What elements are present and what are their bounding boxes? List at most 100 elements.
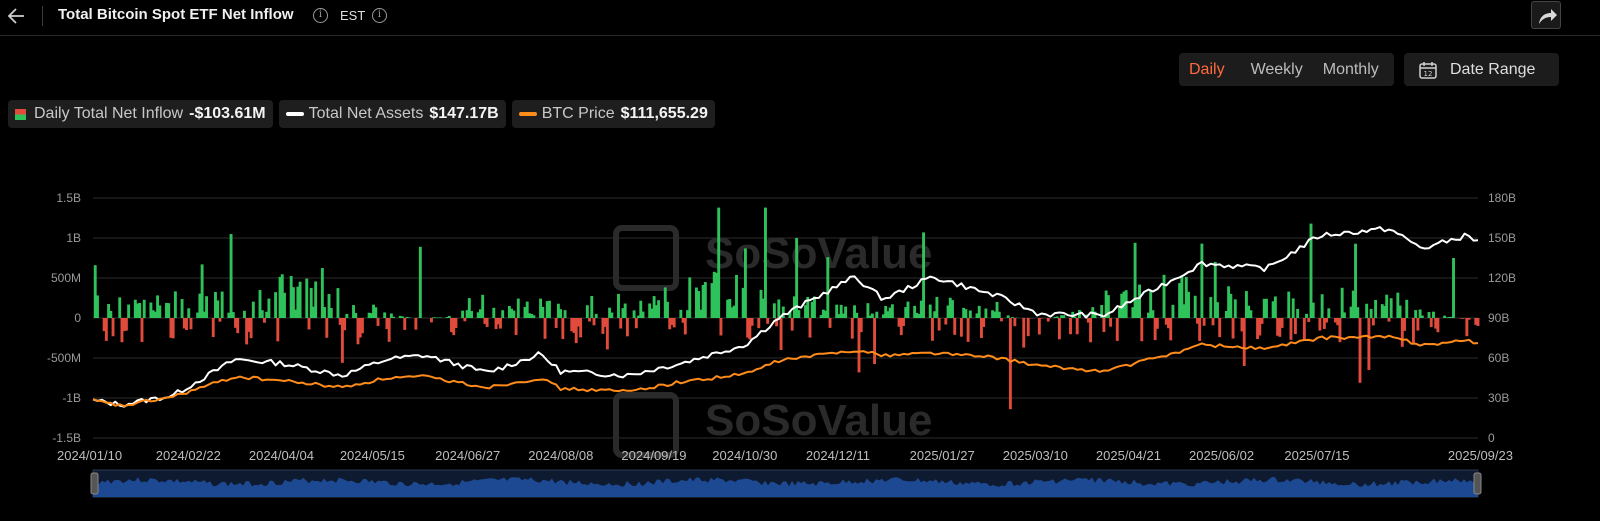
legend-item-btc-price[interactable]: BTC Price $111,655.29 bbox=[511, 100, 715, 128]
inflow-bar bbox=[465, 310, 469, 318]
inflow-bar bbox=[637, 315, 640, 318]
inflow-bar bbox=[1093, 311, 1097, 318]
tab-monthly[interactable]: Monthly bbox=[1322, 60, 1379, 78]
timezone-label: EST bbox=[340, 8, 366, 23]
outflow-bar bbox=[1416, 318, 1420, 331]
inflow-bar bbox=[835, 304, 839, 318]
outflow-bar bbox=[588, 318, 591, 322]
outflow-bar bbox=[746, 318, 750, 338]
share-icon bbox=[1539, 9, 1557, 24]
date-range-button[interactable]: 12 Date Range bbox=[1404, 53, 1559, 86]
inflow-bar bbox=[1414, 310, 1418, 318]
inflow-bar bbox=[884, 305, 888, 318]
outflow-bar bbox=[325, 318, 329, 338]
inflow-bar bbox=[196, 312, 200, 318]
inflow-bar bbox=[383, 312, 387, 318]
range-handle-left[interactable] bbox=[90, 472, 99, 495]
outflow-bar bbox=[719, 318, 723, 336]
inflow-bar bbox=[563, 310, 567, 318]
inflow-bar bbox=[548, 300, 551, 318]
inflow-bar bbox=[283, 292, 286, 318]
line-swatch-icon bbox=[285, 112, 304, 116]
outflow-bar bbox=[1474, 318, 1478, 325]
legend-item-total-net-assets[interactable]: Total Net Assets $147.17B bbox=[278, 100, 506, 128]
outflow-bar bbox=[120, 318, 124, 343]
inflow-bar bbox=[837, 314, 841, 318]
inflow-bar bbox=[216, 300, 220, 318]
outflow-bar bbox=[554, 318, 558, 328]
inflow-bar bbox=[1133, 242, 1137, 318]
inflow-bar bbox=[1383, 305, 1386, 318]
inflow-bar bbox=[1432, 311, 1435, 318]
outflow-bar bbox=[1476, 318, 1480, 326]
inflow-bar bbox=[327, 294, 331, 318]
inflow-bar bbox=[407, 317, 411, 318]
inflow-bar bbox=[231, 312, 235, 318]
x-axis-tick-label: 2024/05/15 bbox=[340, 448, 405, 463]
timezone-info-icon[interactable]: i bbox=[372, 8, 387, 23]
inflow-bar bbox=[906, 301, 910, 318]
inflow-bar bbox=[1296, 308, 1300, 318]
inflow-bar bbox=[886, 311, 890, 318]
inflow-bar bbox=[1449, 316, 1453, 318]
inflow-bar bbox=[1374, 300, 1378, 318]
outflow-bar bbox=[185, 318, 188, 331]
inflow-bar bbox=[810, 301, 814, 318]
outflow-bar bbox=[1403, 318, 1406, 331]
inflow-bar bbox=[1062, 315, 1066, 318]
outflow-bar bbox=[572, 318, 576, 333]
x-axis-tick-label: 2024/08/08 bbox=[528, 448, 593, 463]
outflow-bar bbox=[218, 318, 222, 322]
inflow-bar bbox=[492, 307, 496, 318]
x-axis-tick-label: 2024/09/19 bbox=[621, 448, 686, 463]
share-button[interactable] bbox=[1531, 1, 1561, 29]
inflow-bar bbox=[156, 295, 160, 318]
inflow-bar bbox=[732, 305, 736, 318]
inflow-bar bbox=[1398, 305, 1402, 318]
range-handle-right[interactable] bbox=[1473, 472, 1482, 495]
inflow-bar bbox=[890, 304, 894, 318]
inflow-bar bbox=[870, 313, 874, 318]
outflow-bar bbox=[211, 318, 215, 338]
outflow-bar bbox=[1336, 318, 1340, 326]
legend-label: BTC Price bbox=[541, 105, 615, 122]
inflow-bar bbox=[138, 303, 142, 318]
outflow-bar bbox=[931, 318, 934, 341]
outflow-bar bbox=[452, 318, 456, 336]
outflow-bar bbox=[307, 318, 311, 330]
inflow-bar bbox=[623, 303, 627, 318]
tab-daily[interactable]: Daily bbox=[1189, 60, 1225, 78]
inflow-bar bbox=[1287, 291, 1291, 318]
tab-weekly[interactable]: Weekly bbox=[1250, 60, 1303, 78]
inflow-bar bbox=[866, 303, 870, 318]
inflow-bar bbox=[260, 310, 264, 318]
inflow-bar bbox=[1180, 275, 1184, 318]
legend-value: $147.17B bbox=[429, 105, 499, 122]
bar-swatch-icon bbox=[15, 108, 26, 120]
legend-item-daily-net-inflow[interactable]: Daily Total Net Inflow -$103.61M bbox=[8, 100, 273, 128]
outflow-bar bbox=[430, 318, 433, 323]
inflow-bar bbox=[309, 287, 313, 318]
inflow-bar bbox=[336, 288, 340, 318]
outflow-bar bbox=[1000, 318, 1003, 322]
info-icon[interactable]: i bbox=[313, 8, 328, 23]
inflow-bar bbox=[812, 296, 816, 318]
back-button[interactable] bbox=[6, 4, 28, 28]
outflow-bar bbox=[376, 318, 380, 326]
inflow-bar bbox=[699, 309, 703, 318]
inflow-bar bbox=[826, 257, 830, 318]
inflow-bar bbox=[1265, 298, 1268, 318]
inflow-bar bbox=[1311, 302, 1315, 318]
inflow-bar bbox=[323, 307, 327, 318]
inflow-bar bbox=[1380, 304, 1384, 318]
outflow-bar bbox=[1153, 318, 1157, 341]
outflow-bar bbox=[245, 318, 249, 345]
outflow-bar bbox=[1367, 318, 1371, 370]
outflow-bar bbox=[1164, 318, 1168, 325]
inflow-bar bbox=[1213, 261, 1217, 318]
outflow-bar bbox=[748, 318, 752, 340]
inflow-bar bbox=[590, 295, 594, 318]
inflow-bar bbox=[855, 312, 859, 318]
inflow-bar bbox=[1405, 299, 1409, 318]
